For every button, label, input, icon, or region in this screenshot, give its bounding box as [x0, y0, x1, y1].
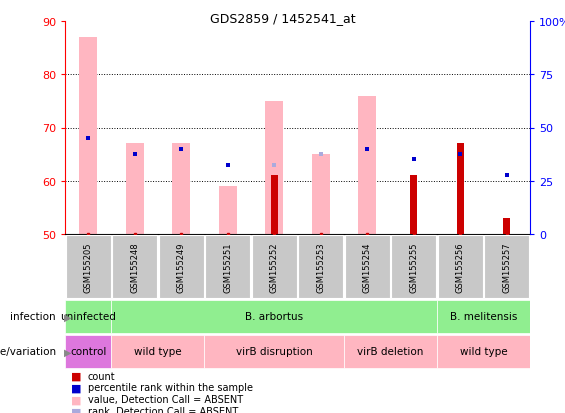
- Bar: [172, 144, 190, 235]
- Text: wild type: wild type: [134, 347, 182, 357]
- Bar: [66, 236, 111, 298]
- Text: wild type: wild type: [460, 347, 507, 357]
- Text: B. arbortus: B. arbortus: [245, 312, 303, 322]
- Text: ■: ■: [71, 382, 81, 392]
- Bar: [438, 236, 483, 298]
- Text: percentile rank within the sample: percentile rank within the sample: [88, 382, 253, 392]
- Bar: [437, 300, 530, 333]
- Text: virB disruption: virB disruption: [236, 347, 312, 357]
- Bar: [344, 335, 437, 368]
- Bar: [65, 335, 111, 368]
- Text: ▶: ▶: [64, 312, 71, 322]
- Text: control: control: [70, 347, 106, 357]
- Text: GSM155254: GSM155254: [363, 242, 372, 292]
- Bar: [206, 236, 250, 298]
- Text: rank, Detection Call = ABSENT: rank, Detection Call = ABSENT: [88, 406, 238, 413]
- Text: GSM155253: GSM155253: [316, 242, 325, 292]
- Text: virB deletion: virB deletion: [357, 347, 424, 357]
- Text: GSM155251: GSM155251: [223, 242, 232, 292]
- Bar: [80, 38, 97, 235]
- Text: ■: ■: [71, 406, 81, 413]
- Bar: [410, 176, 418, 235]
- Text: count: count: [88, 371, 115, 381]
- Bar: [298, 236, 343, 298]
- Text: ▶: ▶: [64, 347, 71, 357]
- Text: GSM155255: GSM155255: [409, 242, 418, 292]
- Text: genotype/variation: genotype/variation: [0, 347, 59, 357]
- Bar: [392, 236, 436, 298]
- Bar: [219, 187, 237, 235]
- Text: GSM155252: GSM155252: [270, 242, 279, 292]
- Text: infection: infection: [10, 312, 59, 322]
- Bar: [65, 300, 111, 333]
- Bar: [266, 102, 283, 235]
- Bar: [111, 335, 205, 368]
- Text: ■: ■: [71, 394, 81, 404]
- Text: value, Detection Call = ABSENT: value, Detection Call = ABSENT: [88, 394, 243, 404]
- Bar: [358, 96, 376, 235]
- Text: B. melitensis: B. melitensis: [450, 312, 517, 322]
- Text: GSM155249: GSM155249: [177, 242, 186, 292]
- Text: GDS2859 / 1452541_at: GDS2859 / 1452541_at: [210, 12, 355, 25]
- Bar: [457, 144, 464, 235]
- Text: GSM155248: GSM155248: [130, 242, 139, 292]
- Bar: [112, 236, 157, 298]
- Bar: [252, 236, 297, 298]
- Bar: [159, 236, 203, 298]
- Bar: [111, 300, 437, 333]
- Bar: [126, 144, 144, 235]
- Text: GSM155257: GSM155257: [502, 242, 511, 292]
- Bar: [503, 218, 510, 235]
- Bar: [484, 236, 529, 298]
- Text: GSM155205: GSM155205: [84, 242, 93, 292]
- Text: uninfected: uninfected: [60, 312, 116, 322]
- Bar: [271, 176, 278, 235]
- Text: ■: ■: [71, 371, 81, 381]
- Bar: [205, 335, 344, 368]
- Bar: [437, 335, 530, 368]
- Bar: [345, 236, 389, 298]
- Bar: [312, 155, 329, 235]
- Text: GSM155256: GSM155256: [456, 242, 465, 292]
